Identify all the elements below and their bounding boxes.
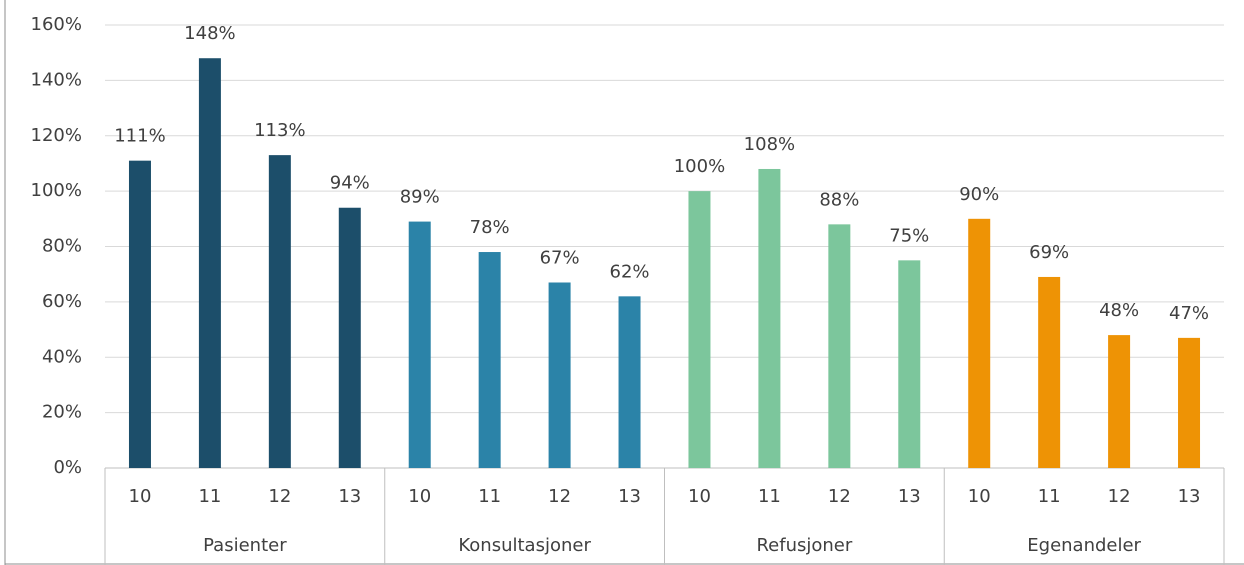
bar: [1108, 335, 1131, 468]
bar: [408, 221, 431, 468]
y-tick-label: 140%: [31, 69, 82, 90]
bar: [618, 296, 641, 468]
value-label: 75%: [889, 225, 929, 246]
group-label: Egenandeler: [1027, 535, 1141, 556]
value-label: 90%: [959, 184, 999, 205]
x-tick-label: 13: [898, 486, 921, 507]
x-tick-label: 11: [198, 486, 221, 507]
value-label: 113%: [254, 120, 305, 141]
x-tick-label: 11: [1038, 486, 1061, 507]
value-label: 48%: [1099, 300, 1139, 321]
bar: [548, 282, 571, 468]
value-label: 47%: [1169, 303, 1209, 324]
x-tick-label: 12: [828, 486, 851, 507]
value-label: 78%: [470, 217, 510, 238]
bar: [828, 224, 851, 468]
bar: [688, 191, 711, 468]
value-label: 100%: [674, 156, 725, 177]
value-label: 67%: [540, 247, 580, 268]
x-tick-label: 12: [268, 486, 291, 507]
y-tick-label: 40%: [42, 346, 82, 367]
bar: [968, 218, 991, 468]
bar: [1178, 337, 1201, 468]
group-label: Refusjoner: [756, 535, 852, 556]
group-label: Konsultasjoner: [458, 535, 591, 556]
x-tick-label: 13: [618, 486, 641, 507]
value-label: 89%: [400, 187, 440, 208]
value-label: 69%: [1029, 242, 1069, 263]
y-tick-label: 160%: [31, 14, 82, 35]
y-tick-label: 20%: [42, 402, 82, 423]
value-label: 62%: [610, 261, 650, 282]
x-tick-label: 13: [1178, 486, 1201, 507]
x-tick-label: 13: [338, 486, 361, 507]
bar: [478, 252, 501, 468]
y-tick-label: 100%: [31, 180, 82, 201]
y-tick-label: 0%: [53, 457, 82, 478]
value-label: 148%: [184, 23, 235, 44]
x-tick-label: 11: [758, 486, 781, 507]
value-label: 94%: [330, 173, 370, 194]
x-tick-label: 10: [129, 486, 152, 507]
bar: [758, 168, 781, 468]
y-tick-label: 80%: [42, 236, 82, 257]
bar: [338, 207, 361, 469]
bar: [198, 58, 221, 468]
bar: [128, 160, 151, 468]
x-tick-label: 12: [548, 486, 571, 507]
x-tick-label: 11: [478, 486, 501, 507]
y-tick-label: 120%: [31, 125, 82, 146]
bar: [898, 260, 921, 468]
x-tick-label: 10: [688, 486, 711, 507]
y-tick-label: 60%: [42, 291, 82, 312]
x-tick-label: 12: [1108, 486, 1131, 507]
x-tick-label: 10: [408, 486, 431, 507]
value-label: 88%: [819, 189, 859, 210]
bar: [1038, 276, 1061, 468]
bar: [268, 155, 291, 468]
value-label: 108%: [744, 134, 795, 155]
x-tick-label: 10: [968, 486, 991, 507]
group-label: Pasienter: [203, 535, 287, 556]
value-label: 111%: [114, 126, 165, 147]
